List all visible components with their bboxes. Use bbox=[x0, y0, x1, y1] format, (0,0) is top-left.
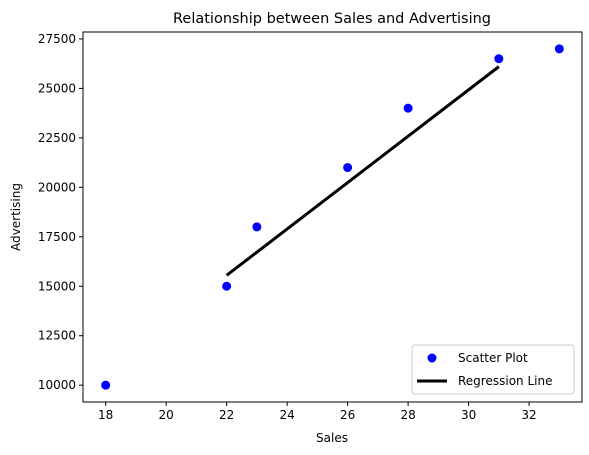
y-tick-label: 22500 bbox=[38, 131, 76, 145]
y-tick-label: 15000 bbox=[38, 279, 76, 293]
scatter-point bbox=[252, 222, 262, 232]
x-tick-label: 22 bbox=[219, 408, 234, 422]
x-tick-label: 24 bbox=[279, 408, 294, 422]
scatter-point bbox=[554, 44, 564, 54]
x-tick-label: 26 bbox=[340, 408, 355, 422]
legend-label-regression: Regression Line bbox=[458, 374, 552, 388]
x-axis: 18 20 22 24 26 28 30 32 bbox=[98, 402, 537, 422]
y-tick-label: 17500 bbox=[38, 230, 76, 244]
x-tick-label: 32 bbox=[521, 408, 536, 422]
y-tick-label: 20000 bbox=[38, 180, 76, 194]
x-axis-label: Sales bbox=[316, 431, 348, 445]
scatter-point bbox=[101, 380, 111, 390]
scatter-point bbox=[494, 54, 504, 64]
y-tick-label: 10000 bbox=[38, 378, 76, 392]
y-tick-label: 12500 bbox=[38, 329, 76, 343]
regression-line bbox=[225, 65, 500, 277]
scatter-points bbox=[101, 44, 564, 390]
x-tick-label: 28 bbox=[400, 408, 415, 422]
y-tick-label: 27500 bbox=[38, 32, 76, 46]
scatter-point bbox=[403, 103, 413, 113]
scatter-point bbox=[343, 163, 353, 173]
legend: Scatter Plot Regression Line bbox=[411, 344, 575, 395]
legend-marker-scatter bbox=[427, 353, 437, 363]
regression-line-group bbox=[225, 65, 500, 277]
legend-box bbox=[411, 344, 575, 395]
legend-label-scatter: Scatter Plot bbox=[458, 351, 528, 365]
chart-title: Relationship between Sales and Advertisi… bbox=[173, 11, 491, 27]
y-axis-label: Advertising bbox=[9, 183, 23, 251]
y-tick-label: 25000 bbox=[38, 81, 76, 95]
plot-frame bbox=[82, 31, 583, 403]
x-tick-label: 18 bbox=[98, 408, 113, 422]
plot-area bbox=[82, 31, 583, 403]
scatter-point bbox=[222, 281, 232, 291]
y-axis: 10000 12500 15000 17500 20000 22500 25000 27500 bbox=[38, 32, 83, 392]
x-tick-label: 20 bbox=[159, 408, 174, 422]
x-tick-label: 30 bbox=[461, 408, 476, 422]
